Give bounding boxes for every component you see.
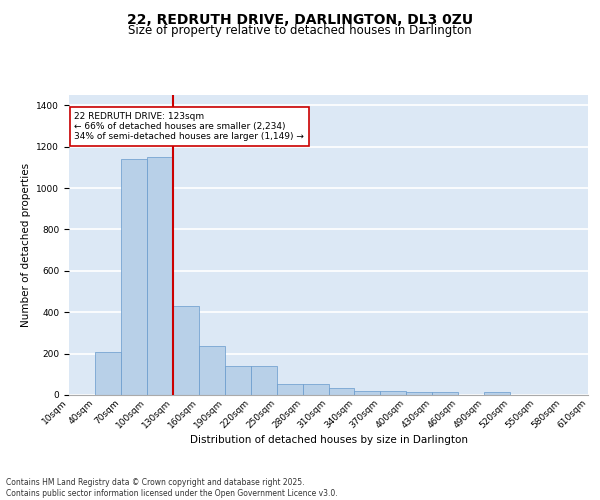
Y-axis label: Number of detached properties: Number of detached properties (21, 163, 31, 327)
Bar (199, 346, 224, 395)
Bar (173, 306, 199, 395)
Bar (121, 159, 147, 395)
Bar (406, 392, 432, 395)
Text: Contains HM Land Registry data © Crown copyright and database right 2025.
Contai: Contains HM Land Registry data © Crown c… (6, 478, 338, 498)
Bar (484, 392, 510, 395)
Bar (433, 392, 458, 395)
Bar (355, 391, 380, 395)
Bar (95, 352, 121, 395)
Text: 22 REDRUTH DRIVE: 123sqm
← 66% of detached houses are smaller (2,234)
34% of sem: 22 REDRUTH DRIVE: 123sqm ← 66% of detach… (74, 112, 304, 142)
Bar (302, 384, 329, 395)
X-axis label: Distribution of detached houses by size in Darlington: Distribution of detached houses by size … (190, 436, 467, 446)
Bar (329, 388, 355, 395)
Text: 22, REDRUTH DRIVE, DARLINGTON, DL3 0ZU: 22, REDRUTH DRIVE, DARLINGTON, DL3 0ZU (127, 12, 473, 26)
Bar (277, 384, 302, 395)
Bar (251, 366, 277, 395)
Bar (225, 366, 251, 395)
Bar (380, 391, 406, 395)
Bar (147, 157, 173, 395)
Text: Size of property relative to detached houses in Darlington: Size of property relative to detached ho… (128, 24, 472, 37)
